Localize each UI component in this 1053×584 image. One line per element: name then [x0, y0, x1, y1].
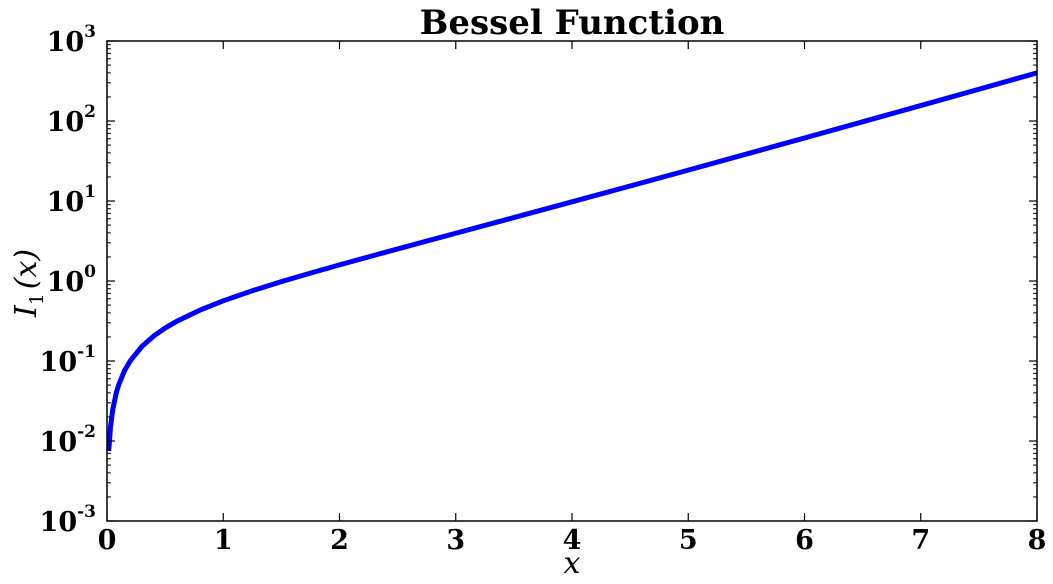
x-tick-labels: 0 1 2 3 4 5 6 7 8 [98, 525, 1047, 556]
x-axis-label: x [564, 546, 581, 581]
plot-area [106, 70, 1038, 452]
y-tick-exponent: -3 [77, 502, 96, 522]
x-tick-label: 7 [911, 525, 930, 556]
x-tick-label: 8 [1028, 525, 1047, 556]
y-tick-base: 10 [47, 267, 85, 298]
x-axis-ticks [106, 41, 1038, 521]
y-tick-label: 10-1 [40, 342, 96, 378]
y-tick-base: 10 [40, 427, 78, 458]
y-axis-ticks [107, 40, 1037, 522]
y-tick-base: 10 [40, 347, 78, 378]
series-line-0 [106, 70, 1038, 452]
y-axis-label-sub: 1 [26, 293, 48, 305]
x-tick-label: 4 [563, 525, 582, 556]
y-tick-label: 10-3 [40, 502, 96, 538]
y-tick-exponent: 1 [84, 182, 96, 202]
y-tick-exponent: -2 [77, 422, 96, 442]
y-tick-base: 10 [40, 507, 78, 538]
y-tick-exponent: -1 [77, 342, 96, 362]
y-axis-label-fn: I [9, 304, 44, 318]
x-tick-label: 3 [446, 525, 465, 556]
chart-title: Bessel Function [420, 3, 725, 43]
y-tick-label: 101 [47, 182, 96, 218]
y-tick-label: 102 [47, 102, 96, 138]
y-tick-base: 10 [47, 107, 85, 138]
y-tick-label: 100 [47, 262, 97, 298]
y-tick-label: 10-2 [40, 422, 96, 458]
y-tick-base: 10 [47, 27, 85, 58]
y-tick-exponent: 3 [84, 22, 96, 42]
y-tick-base: 10 [47, 187, 85, 218]
x-tick-label: 1 [214, 525, 233, 556]
x-tick-label: 2 [330, 525, 349, 556]
x-tick-label: 6 [795, 525, 814, 556]
y-tick-exponent: 0 [84, 262, 96, 282]
y-tick-label: 103 [47, 22, 96, 58]
y-tick-exponent: 2 [84, 102, 96, 122]
x-tick-label: 5 [679, 525, 698, 556]
y-axis-label-arg: (x) [9, 249, 44, 289]
y-axis-label: I1 (x) [9, 249, 48, 318]
x-tick-label: 0 [98, 525, 117, 556]
